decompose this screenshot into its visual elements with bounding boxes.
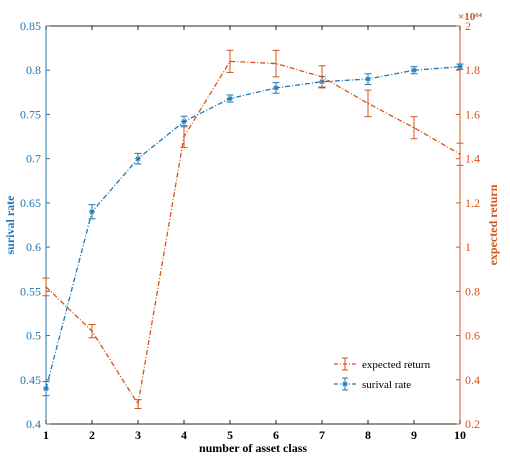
y-right-tick-label: 0.6 [465, 329, 480, 343]
data-point-surival-rate [227, 95, 233, 102]
data-point-surival-rate [43, 385, 49, 392]
data-point-expected-return [367, 102, 369, 105]
legend-item-expected-return: expected return [334, 357, 431, 371]
x-tick-label: 4 [181, 428, 187, 442]
data-point-expected-return [229, 60, 231, 63]
x-tick-label: 10 [454, 428, 466, 442]
data-point-expected-return [275, 62, 277, 65]
y-left-tick-label: 0.75 [20, 107, 41, 121]
right-axis-exponent: ×10⁶⁴ [458, 11, 483, 23]
data-point-surival-rate [365, 76, 371, 83]
y-right-tick-label: 2 [465, 19, 471, 33]
x-tick-label: 6 [273, 428, 279, 442]
legend-item-surival-rate: surival rate [334, 377, 411, 391]
data-point-expected-return [459, 153, 461, 156]
data-point-expected-return [413, 126, 415, 129]
marker-stroke [181, 119, 187, 124]
y-right-tick-label: 0.2 [465, 417, 480, 431]
data-point-expected-return [45, 286, 47, 288]
y-right-tick-label: 1.8 [465, 63, 480, 77]
data-point-surival-rate [411, 67, 417, 74]
x-tick-label: 3 [135, 428, 141, 442]
y-left-tick-label: 0.4 [26, 417, 41, 431]
y-left-tick-label: 0.65 [20, 196, 41, 210]
y-left-tick-label: 0.45 [20, 373, 41, 387]
legend-label-expected-return: expected return [362, 359, 431, 371]
y-left-tick-label: 0.85 [20, 19, 41, 33]
x-tick-label: 9 [411, 428, 417, 442]
legend: expected return surival rate [328, 350, 446, 398]
y-axis-left-title: surival rate [3, 195, 17, 255]
x-tick-label: 7 [319, 428, 325, 442]
y-right-tick-label: 1.6 [465, 107, 480, 121]
ticks-group: 1 2 3 4 5 6 7 8 9 10 0.4 0.45 0.5 0.55 0.6 0.65 0.7 0.75 0… [20, 19, 480, 442]
y-left-tick-label: 0.8 [26, 63, 41, 77]
series-group [42, 49, 464, 410]
marker-stroke [411, 67, 417, 73]
y-left-tick-label: 0.55 [20, 284, 41, 298]
data-point-expected-return [91, 330, 93, 332]
data-point-expected-return [183, 135, 185, 138]
marker-stroke [43, 386, 49, 392]
x-tick-label: 8 [365, 428, 371, 442]
marker-stroke [457, 64, 463, 70]
data-point-surival-rate [273, 84, 279, 91]
marker-stroke [135, 156, 141, 162]
axes-group [45, 25, 461, 425]
y-left-tick-label: 0.6 [26, 240, 41, 254]
marker-stroke [227, 96, 233, 101]
x-tick-label: 1 [43, 428, 49, 442]
marker-stroke [273, 85, 279, 91]
y-right-tick-label: 1.4 [465, 152, 480, 166]
marker-stroke [365, 76, 371, 82]
data-point-surival-rate [89, 208, 95, 215]
y-right-tick-label: 1.2 [465, 196, 480, 210]
y-left-tick-label: 0.5 [26, 329, 41, 343]
x-tick-label: 2 [89, 428, 95, 442]
marker-stroke [89, 209, 95, 215]
data-point-surival-rate [457, 63, 463, 70]
y-right-tick-label: 1 [465, 240, 471, 254]
data-point-surival-rate [181, 118, 187, 125]
series-line-surival-rate [45, 66, 461, 389]
x-axis-title: number of asset class [199, 441, 307, 455]
data-point-expected-return [137, 403, 139, 405]
y-right-tick-label: 0.8 [465, 284, 480, 298]
legend-label-surival-rate: surival rate [362, 379, 411, 391]
x-tick-label: 5 [227, 428, 233, 442]
legend-marker-surival-rate [342, 381, 348, 387]
y-axis-right-title: expected return [486, 184, 500, 265]
data-point-surival-rate [135, 155, 141, 162]
data-point-expected-return [321, 76, 323, 78]
y-right-tick-label: 0.4 [465, 373, 480, 387]
series-line-expected-return [45, 60, 461, 406]
y-left-tick-label: 0.7 [26, 152, 41, 166]
